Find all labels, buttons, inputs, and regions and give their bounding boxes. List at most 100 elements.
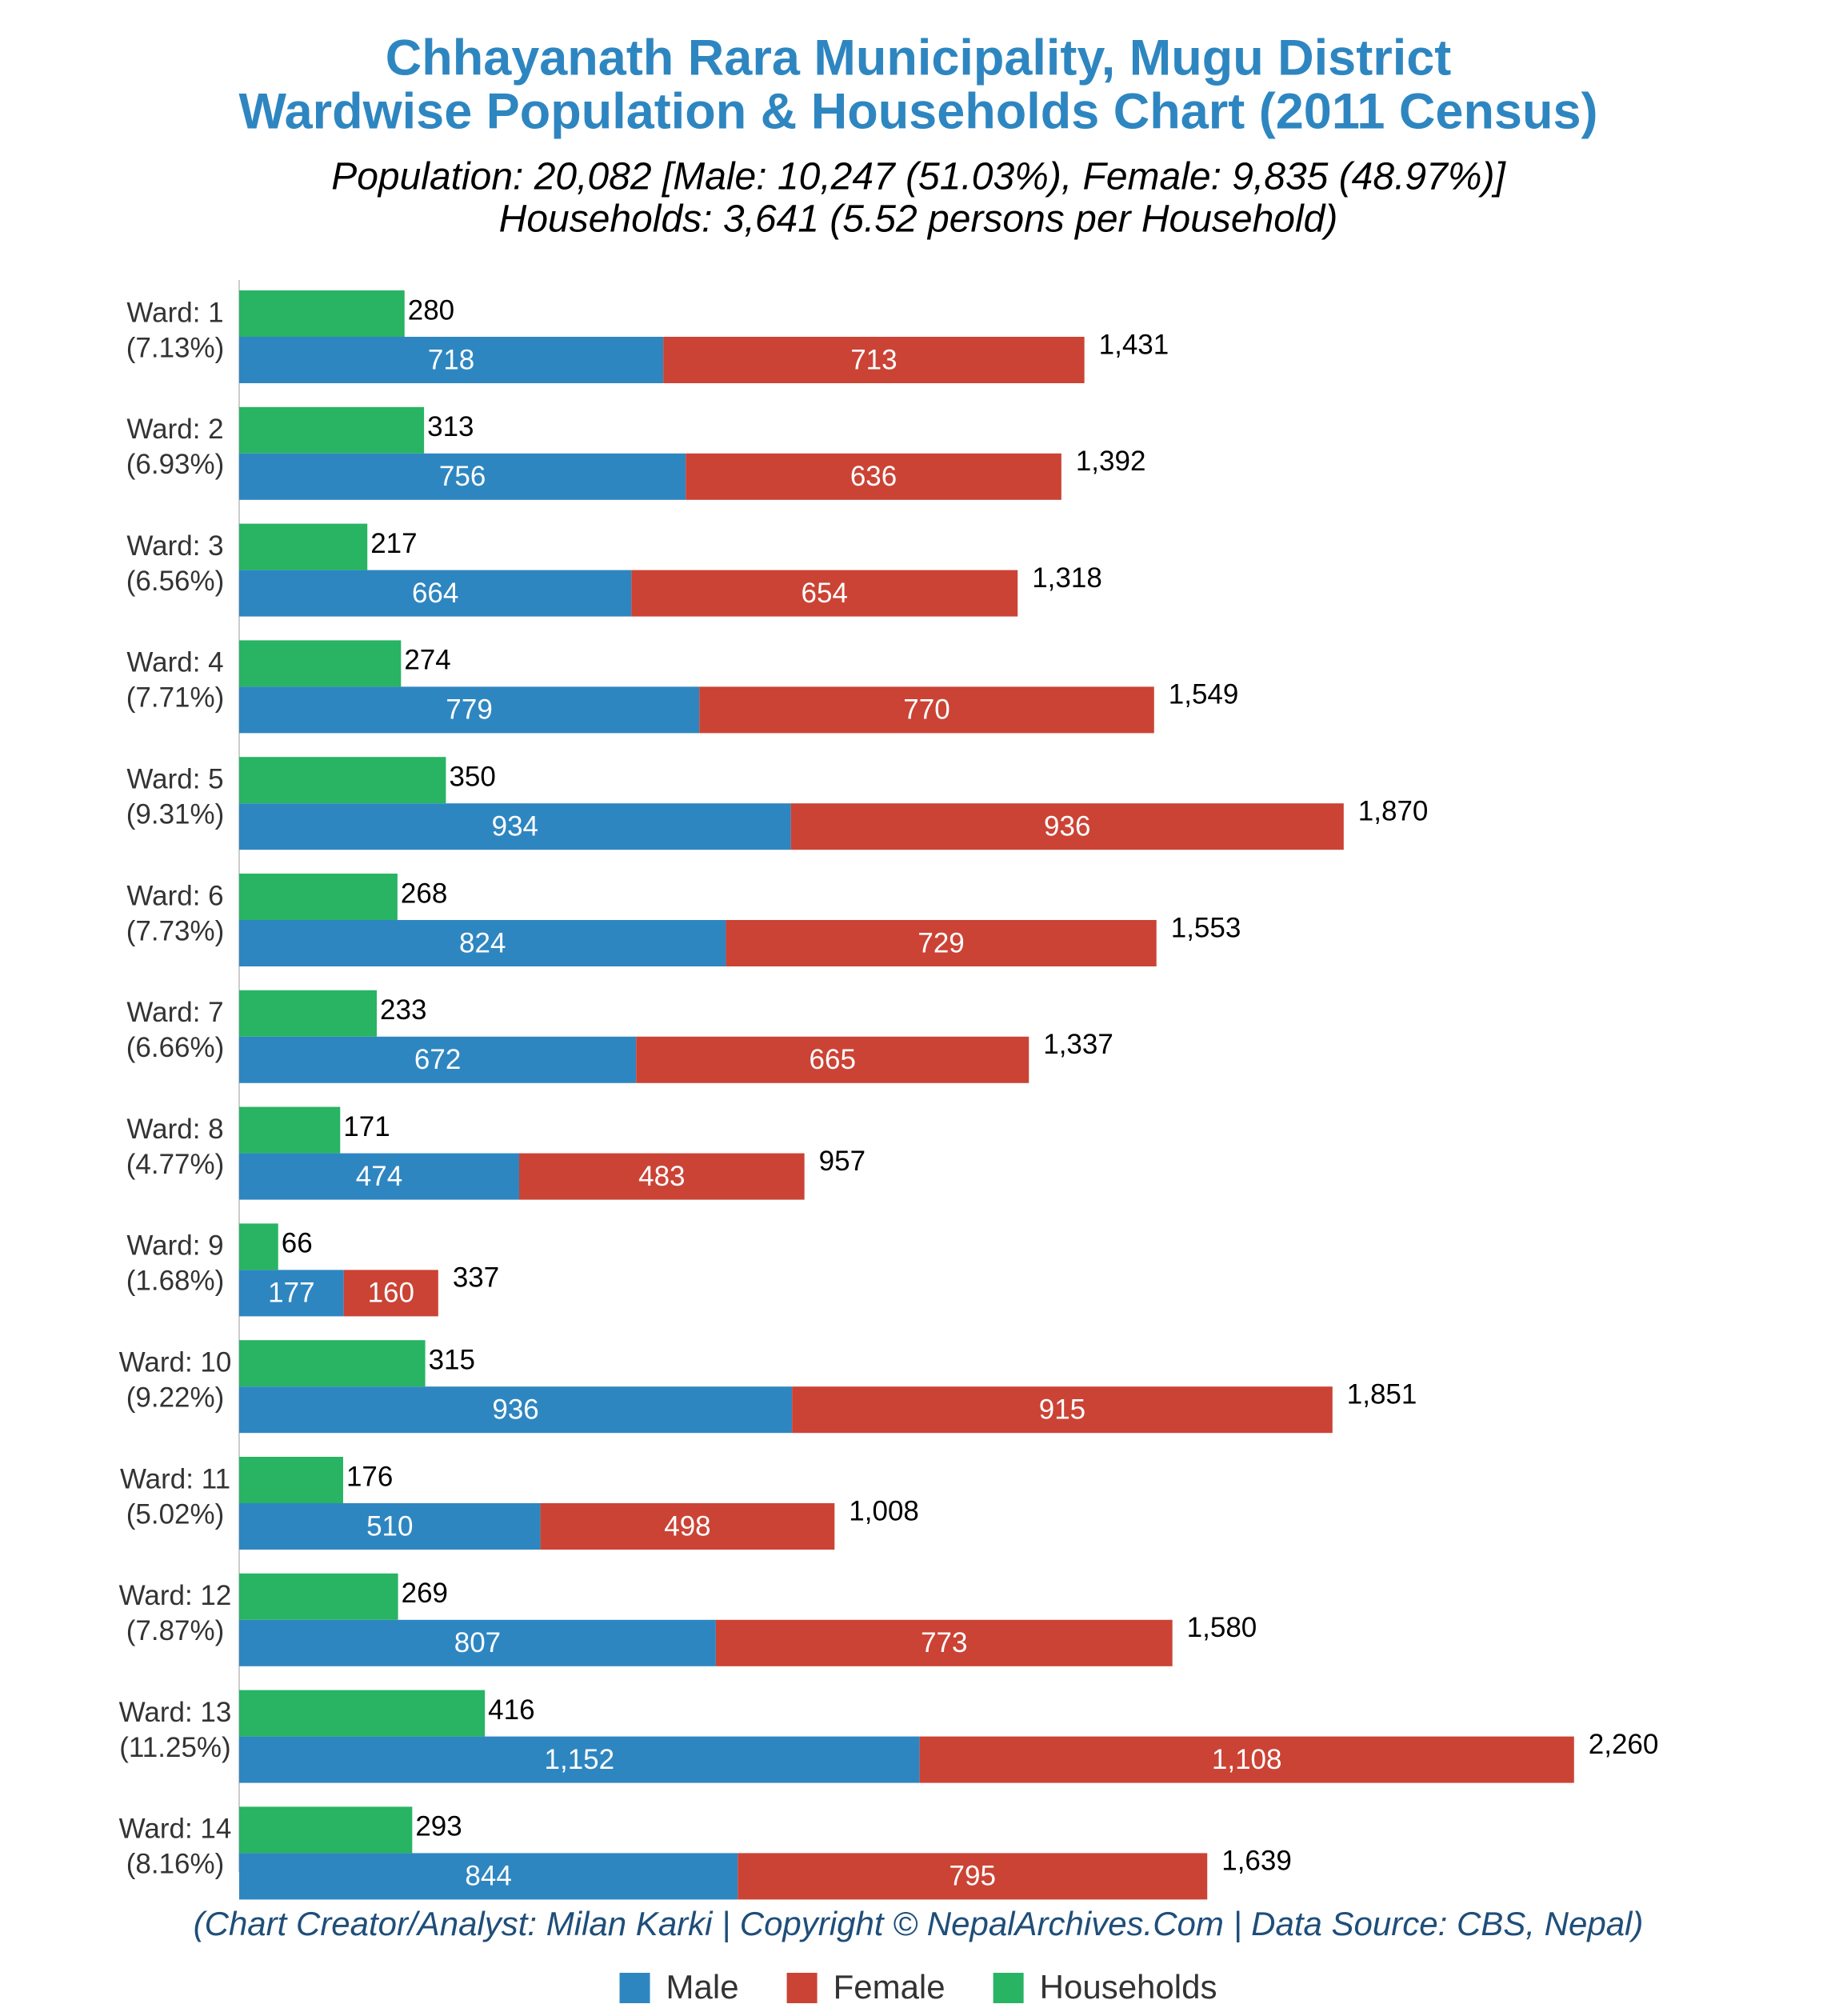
bar-segment <box>540 1503 835 1550</box>
legend-swatch <box>993 1973 1024 2003</box>
bar-segment <box>239 1853 738 1900</box>
value-label: 779 <box>446 694 492 726</box>
value-label: 770 <box>903 694 949 726</box>
value-label: 233 <box>380 994 426 1026</box>
bar <box>239 1573 398 1620</box>
category-label: Ward: 6 <box>126 880 223 911</box>
value-label: 654 <box>802 578 848 609</box>
category-label: Ward: 7 <box>126 997 223 1028</box>
chart-subtitle: Households: 3,641 (5.52 persons per Hous… <box>499 198 1338 241</box>
bar <box>239 990 378 1037</box>
category-label: Ward: 8 <box>126 1114 223 1145</box>
bar-segment <box>239 1503 541 1550</box>
value-label: 171 <box>343 1111 390 1142</box>
value-label: 474 <box>356 1161 402 1192</box>
bar-segment <box>239 1153 520 1200</box>
value-label: 293 <box>415 1811 462 1842</box>
value-label: 268 <box>401 878 447 909</box>
value-label: 824 <box>459 927 506 958</box>
category-label: Ward: 12 <box>119 1580 232 1611</box>
value-label: 936 <box>492 1394 538 1425</box>
category-share: (9.31%) <box>126 798 225 830</box>
category-label: Ward: 11 <box>120 1463 230 1494</box>
bar <box>239 1223 278 1270</box>
total-label: 1,549 <box>1169 679 1239 710</box>
value-label: 217 <box>370 528 417 559</box>
category-share: (8.16%) <box>126 1849 225 1880</box>
value-label: 160 <box>368 1278 414 1309</box>
category-share: (7.13%) <box>126 332 225 363</box>
value-label: 280 <box>408 294 454 326</box>
value-label: 269 <box>402 1578 448 1609</box>
bar <box>239 290 405 337</box>
value-label: 313 <box>427 411 474 442</box>
total-label: 1,392 <box>1076 446 1146 477</box>
value-label: 718 <box>428 344 474 375</box>
chart-title: Chhayanath Rara Municipality, Mugu Distr… <box>386 30 1452 86</box>
value-label: 795 <box>949 1861 996 1892</box>
total-label: 1,318 <box>1032 562 1102 594</box>
chart-subtitle: Population: 20,082 [Male: 10,247 (51.03%… <box>331 156 1506 198</box>
value-label: 773 <box>921 1627 967 1658</box>
category-label: Ward: 10 <box>119 1346 232 1378</box>
bar-segment <box>686 453 1061 500</box>
value-label: 844 <box>465 1861 511 1892</box>
value-label: 315 <box>429 1344 475 1375</box>
total-label: 1,553 <box>1171 912 1241 943</box>
bar <box>239 1690 486 1737</box>
category-label: Ward: 9 <box>126 1230 223 1262</box>
value-label: 713 <box>850 344 897 375</box>
category-label: Ward: 2 <box>126 414 223 445</box>
category-share: (4.77%) <box>126 1149 225 1180</box>
total-label: 1,870 <box>1358 795 1429 826</box>
bar-segment <box>919 1736 1574 1783</box>
bar <box>239 523 368 570</box>
category-label: Ward: 1 <box>126 297 223 328</box>
total-label: 1,008 <box>849 1495 919 1526</box>
bar-segment <box>715 1619 1173 1666</box>
category-share: (6.66%) <box>126 1032 225 1063</box>
category-share: (7.71%) <box>126 682 225 714</box>
category-share: (5.02%) <box>126 1498 225 1530</box>
bar-segment <box>239 920 726 966</box>
bar-segment <box>343 1270 438 1317</box>
category-share: (11.25%) <box>119 1732 230 1763</box>
value-label: 936 <box>1044 810 1090 842</box>
legend-label: Female <box>834 1968 945 2006</box>
total-label: 1,431 <box>1099 329 1169 360</box>
value-label: 350 <box>449 761 495 792</box>
bar-segment <box>239 1736 920 1783</box>
value-label: 176 <box>346 1461 393 1492</box>
value-label: 664 <box>412 578 458 609</box>
value-label: 66 <box>282 1228 313 1259</box>
bar <box>239 1106 341 1154</box>
total-label: 1,851 <box>1347 1378 1417 1410</box>
bar-segment <box>239 803 791 850</box>
bar <box>239 1806 413 1854</box>
value-label: 177 <box>268 1278 314 1309</box>
legend-label: Male <box>666 1968 739 2006</box>
value-label: 672 <box>414 1044 461 1075</box>
bar <box>239 874 398 920</box>
value-label: 729 <box>918 927 964 958</box>
value-label: 416 <box>488 1694 534 1726</box>
value-label: 934 <box>492 810 538 842</box>
bar-segment <box>239 1036 637 1083</box>
legend-label: Households <box>1040 1968 1217 2006</box>
bar-segment <box>631 570 1018 617</box>
value-label: 483 <box>638 1161 685 1192</box>
bar <box>239 640 402 687</box>
value-label: 510 <box>366 1510 413 1542</box>
bar-segment <box>636 1036 1029 1083</box>
value-label: 807 <box>454 1627 501 1658</box>
bar-segment <box>738 1853 1208 1900</box>
bar-segment <box>699 686 1154 734</box>
category-label: Ward: 4 <box>126 647 223 678</box>
bar <box>239 757 446 804</box>
total-label: 1,337 <box>1043 1029 1113 1060</box>
bar-segment <box>726 920 1157 966</box>
legend-swatch <box>786 1973 818 2003</box>
value-label: 636 <box>850 461 897 492</box>
bar-segment <box>239 337 664 383</box>
